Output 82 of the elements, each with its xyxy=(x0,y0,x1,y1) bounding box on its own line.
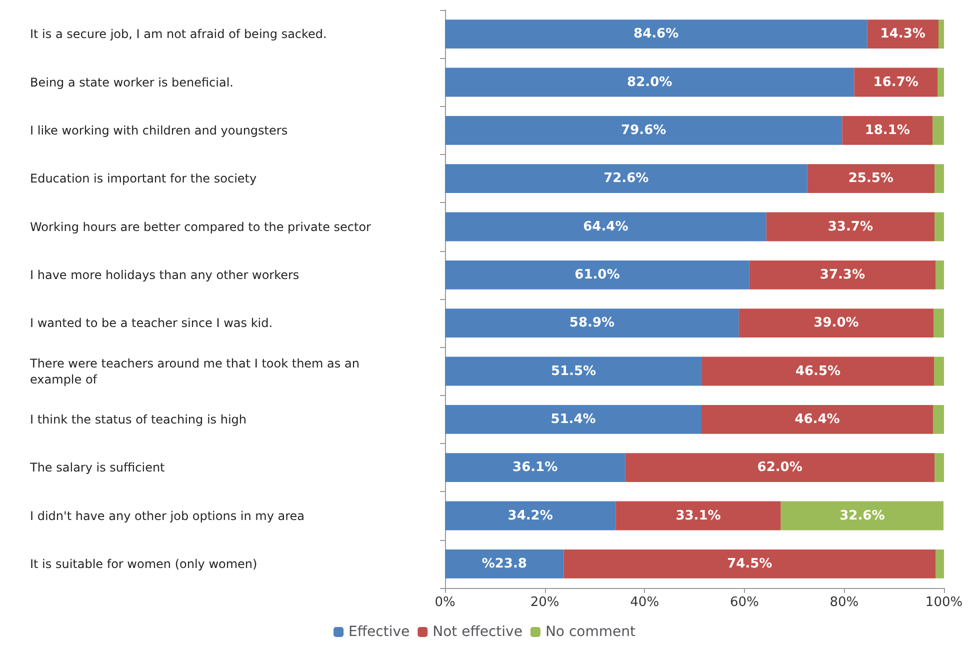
data-label: 16.7% xyxy=(873,74,918,90)
legend-label: Effective xyxy=(348,624,410,640)
bar xyxy=(445,404,702,434)
bar xyxy=(938,20,944,49)
data-label: 18.1% xyxy=(864,122,910,138)
y-tick-label: The salary is sufficient xyxy=(29,460,166,475)
data-label: 79.6% xyxy=(621,122,666,138)
bar xyxy=(934,308,944,338)
bar xyxy=(445,68,854,97)
y-tick-label: I like working with children and youngsters xyxy=(30,123,288,138)
data-label: 39.0% xyxy=(814,316,859,331)
data-label: 62.0% xyxy=(757,460,802,476)
data-label: 72.6% xyxy=(604,171,649,186)
y-tick-label: There were teachers around me that I took them as an example of xyxy=(29,356,364,386)
x-tick-label: 20% xyxy=(530,595,560,610)
bar xyxy=(854,68,938,97)
bar xyxy=(933,404,944,434)
bar xyxy=(842,116,933,145)
bar xyxy=(766,212,935,242)
x-tick-label: 100% xyxy=(925,595,963,610)
x-tick-label: 0% xyxy=(434,595,456,610)
bar xyxy=(867,20,939,49)
bar xyxy=(445,212,766,242)
y-tick-label: Working hours are better compared to the private sector xyxy=(30,220,372,234)
data-label: %23.8 xyxy=(482,556,527,572)
data-label: 84.6% xyxy=(634,26,679,42)
bar xyxy=(807,164,935,194)
data-label: 58.9% xyxy=(569,316,615,331)
data-label: 33.1% xyxy=(676,508,721,524)
bar xyxy=(932,116,944,145)
data-label: 51.5% xyxy=(550,364,596,379)
data-label: 64.4% xyxy=(583,219,628,234)
bar xyxy=(934,356,944,386)
y-tick-label: I didn't have any other job options in my area xyxy=(30,508,304,523)
bar xyxy=(936,260,944,290)
bar xyxy=(738,308,934,338)
data-label: 34.2% xyxy=(508,508,553,524)
bar xyxy=(445,308,739,338)
data-label: 46.5% xyxy=(795,364,841,379)
y-tick-label: I think the status of teaching is high xyxy=(30,412,247,426)
bar xyxy=(445,260,750,290)
bar xyxy=(445,356,702,386)
data-label: 14.3% xyxy=(880,26,926,42)
data-label: 61.0% xyxy=(574,267,620,282)
legend-label: No comment xyxy=(545,624,636,640)
y-tick-label: I wanted to be a teacher since I was kid. xyxy=(30,316,273,330)
bar xyxy=(445,164,808,194)
bar xyxy=(445,116,842,145)
bar xyxy=(934,164,944,194)
y-tick-label: I have more holidays than any other workers xyxy=(30,268,300,282)
bar xyxy=(445,501,616,530)
bar xyxy=(616,501,781,530)
data-label: 74.5% xyxy=(727,556,772,572)
bar xyxy=(934,212,944,242)
bar xyxy=(564,549,936,578)
bar xyxy=(445,453,626,482)
data-label: 82.0% xyxy=(627,74,672,90)
x-tick-label: 60% xyxy=(730,595,759,610)
y-tick-label: Education is important for the society xyxy=(30,172,257,186)
data-label: 46.4% xyxy=(794,412,840,427)
bar xyxy=(625,453,935,482)
bar xyxy=(445,549,564,578)
bar xyxy=(938,68,944,97)
bar xyxy=(749,260,936,290)
x-tick-label: 80% xyxy=(830,595,859,610)
y-tick-label: It is suitable for women (only women) xyxy=(30,556,258,571)
data-label: 25.5% xyxy=(848,171,894,186)
bar xyxy=(936,549,944,578)
bar xyxy=(934,453,944,482)
y-tick-label: It is a secure job, I am not afraid of being sacked. xyxy=(30,27,327,42)
data-label: 32.6% xyxy=(840,508,885,524)
bar xyxy=(702,356,934,386)
data-label: 33.7% xyxy=(828,219,873,234)
data-label: 36.1% xyxy=(512,460,558,476)
data-label: 51.4% xyxy=(550,412,596,427)
bar xyxy=(445,20,868,49)
legend-label: Not effective xyxy=(432,624,522,640)
bar xyxy=(701,404,934,434)
x-tick-label: 40% xyxy=(630,595,660,610)
bar xyxy=(780,501,944,530)
y-tick-label: Being a state worker is beneficial. xyxy=(30,75,234,90)
data-label: 37.3% xyxy=(820,267,866,282)
